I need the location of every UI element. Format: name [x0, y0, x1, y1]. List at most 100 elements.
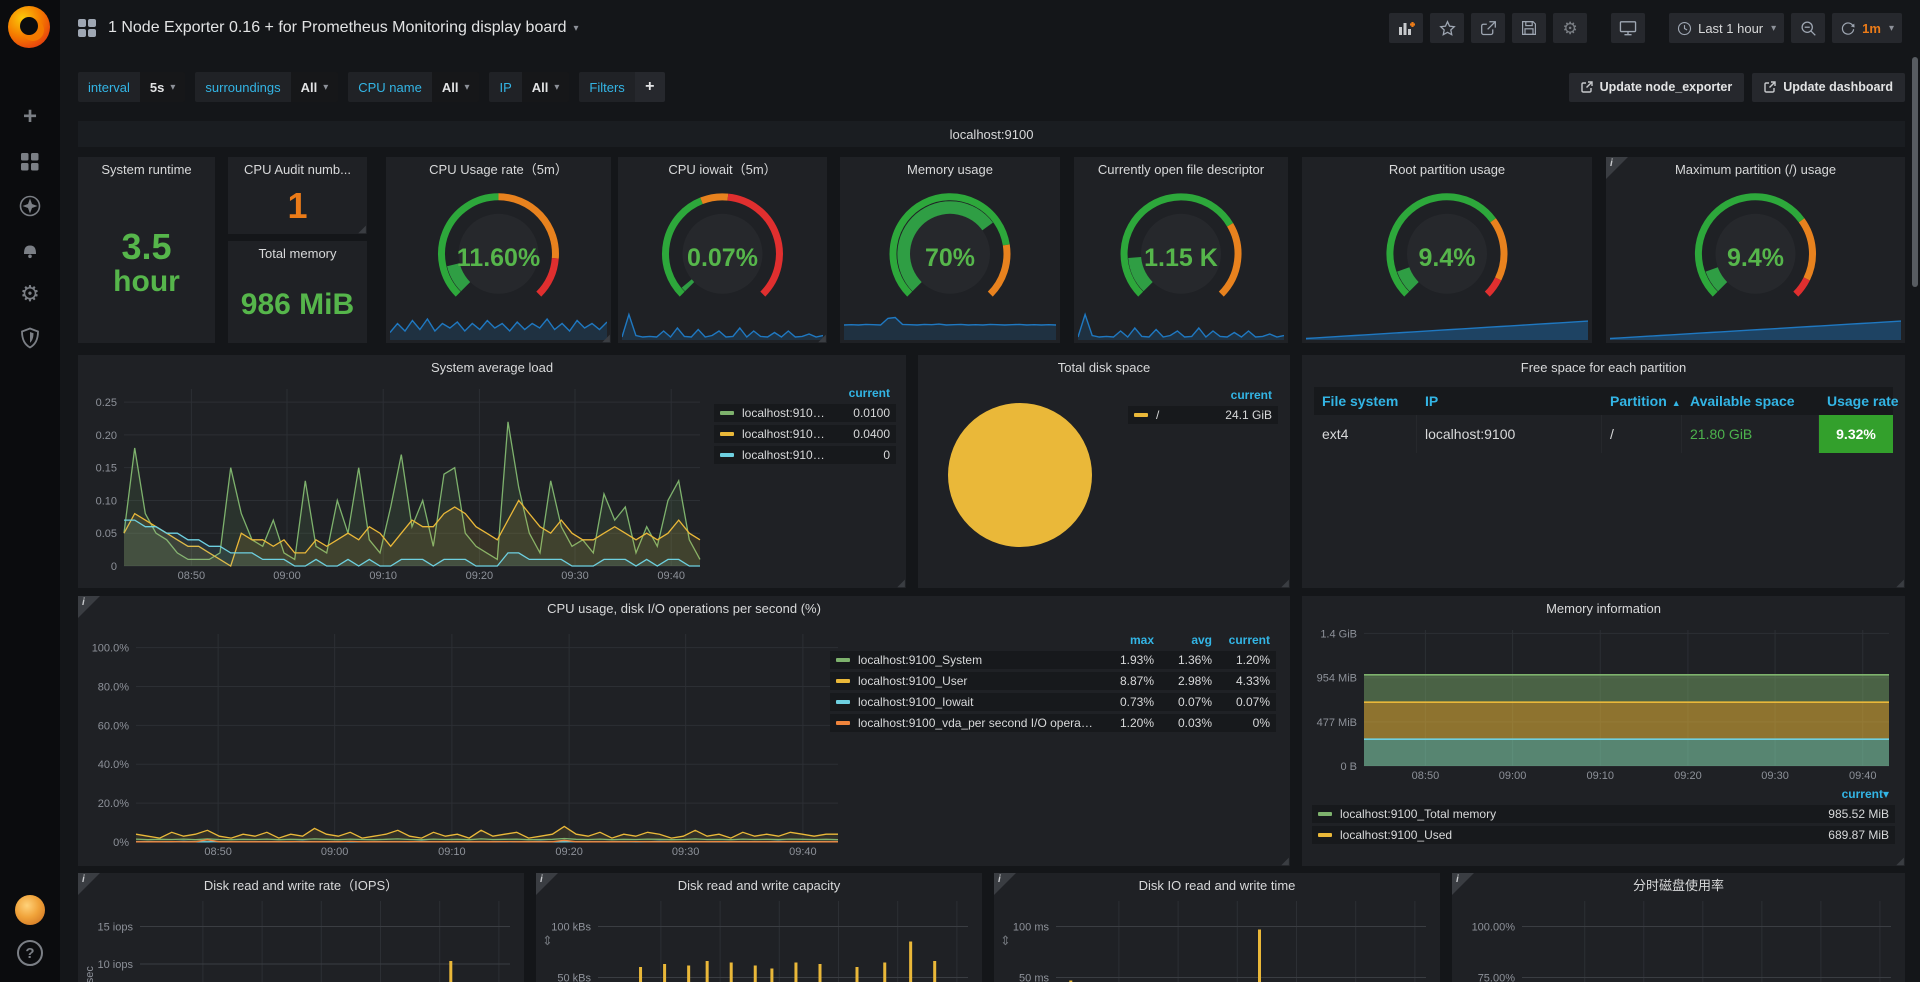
panel-title[interactable]: 分时磁盘使用率 [1452, 873, 1905, 899]
adhoc-filters: Filters + [579, 72, 664, 102]
panel-title[interactable]: Memory information [1302, 596, 1905, 622]
panel-total-disk-space: Total disk space current/24.1 GiB ◢ [918, 355, 1290, 588]
panel-disk-iops: i Disk read and write rate（IOPS） 15 iops… [78, 873, 524, 982]
legend-label[interactable]: localhost:9100_Used [1340, 828, 1799, 842]
panel-info-icon[interactable]: i [78, 873, 100, 895]
panel-title[interactable]: CPU iowait（5m） [618, 157, 827, 183]
resize-handle[interactable]: ◢ [1281, 579, 1289, 589]
filter-interval: interval5s▾ [78, 72, 185, 102]
chevron-down-icon[interactable]: ▾ [573, 23, 578, 34]
panel-title[interactable]: Disk read and write rate（IOPS） [78, 873, 524, 899]
update-dashboard-link[interactable]: Update dashboard [1752, 73, 1905, 102]
legend-label[interactable]: localhost:9100_15m [742, 448, 830, 462]
dashboard-row-header[interactable]: localhost:9100 [78, 121, 1905, 147]
resize-handle[interactable]: ◢ [818, 334, 826, 344]
resize-handle[interactable]: ◢ [1896, 579, 1904, 589]
panel-title[interactable]: Disk IO read and write time [994, 873, 1440, 899]
filter-value-dropdown[interactable]: 5s▾ [140, 72, 186, 102]
legend-sort-column[interactable]: current [830, 386, 890, 400]
panel-title[interactable]: Total memory [228, 241, 367, 267]
legend-label[interactable]: localhost:9100_vda_per second I/O operat… [858, 716, 1096, 730]
legend-label[interactable]: localhost:9100_1m [742, 406, 830, 420]
panel-title[interactable]: Total disk space [918, 355, 1290, 381]
panel-info-icon[interactable]: i [994, 873, 1016, 895]
panel-title[interactable]: CPU Usage rate（5m） [386, 157, 611, 183]
resize-handle[interactable]: ◢ [602, 334, 610, 344]
legend-swatch[interactable] [1318, 833, 1332, 837]
panel-title[interactable]: Memory usage [840, 157, 1060, 183]
legend-swatch[interactable] [836, 700, 850, 704]
panel-title[interactable]: Currently open file descriptor [1074, 157, 1288, 183]
table-header-available-space[interactable]: Available space [1682, 387, 1819, 415]
configuration-icon[interactable]: ⚙ [0, 277, 60, 311]
legend-label[interactable]: localhost:9100_System [858, 653, 1096, 667]
legend-sort-column[interactable]: avg [1154, 633, 1212, 647]
resize-handle[interactable]: ◢ [1896, 857, 1904, 867]
avatar[interactable] [15, 895, 45, 925]
legend-swatch[interactable] [836, 679, 850, 683]
panel-title[interactable]: Maximum partition (/) usage [1606, 157, 1905, 183]
legend-swatch[interactable] [720, 432, 734, 436]
svg-text:09:10: 09:10 [1586, 770, 1614, 782]
resize-handle[interactable]: ◢ [897, 579, 905, 589]
panel-title[interactable]: Disk read and write capacity [536, 873, 982, 899]
filter-value-dropdown[interactable]: All▾ [432, 72, 480, 102]
server-admin-icon[interactable] [0, 321, 60, 355]
star-button[interactable] [1430, 13, 1464, 43]
bell-icon [20, 240, 40, 260]
legend-swatch[interactable] [836, 721, 850, 725]
legend-swatch[interactable] [720, 411, 734, 415]
panel-info-icon[interactable]: i [1606, 157, 1628, 179]
legend-label[interactable]: localhost:9100_5m [742, 427, 830, 441]
table-header-usage-rate[interactable]: Usage rate [1819, 387, 1907, 415]
legend-sort-column[interactable]: current [1212, 633, 1270, 647]
time-range-picker[interactable]: Last 1 hour ▾ [1669, 13, 1784, 43]
table-header-file-system[interactable]: File system [1314, 387, 1417, 415]
legend-label[interactable]: localhost:9100_User [858, 674, 1096, 688]
filter-value-dropdown[interactable]: All▾ [522, 72, 570, 102]
legend-sort-column[interactable]: max [1096, 633, 1154, 647]
dashboard-title[interactable]: 1 Node Exporter 0.16 + for Prometheus Mo… [108, 19, 566, 37]
resize-handle[interactable]: ◢ [1281, 857, 1289, 867]
legend-label[interactable]: / [1156, 408, 1202, 422]
panel-title[interactable]: Free space for each partition [1302, 355, 1905, 381]
table-header-partition[interactable]: Partition▲ [1602, 387, 1682, 415]
save-button[interactable] [1512, 13, 1546, 43]
add-filter-button[interactable]: + [635, 72, 665, 102]
legend-swatch[interactable] [836, 658, 850, 662]
settings-button[interactable]: ⚙ [1553, 13, 1587, 43]
grafana-logo[interactable] [8, 6, 50, 48]
add-panel-button[interactable] [1389, 13, 1423, 43]
resize-handle[interactable]: ◢ [358, 225, 366, 235]
update-node-exporter-link[interactable]: Update node_exporter [1569, 73, 1745, 102]
zoom-out-button[interactable] [1791, 13, 1825, 43]
scrollbar[interactable] [1912, 57, 1918, 287]
legend-swatch[interactable] [720, 453, 734, 457]
dashboards-icon[interactable] [0, 145, 60, 179]
legend-sort-column[interactable]: current [1202, 388, 1272, 402]
legend-label[interactable]: localhost:9100_Iowait [858, 695, 1096, 709]
panel-title[interactable]: Root partition usage [1302, 157, 1592, 183]
table-header-ip[interactable]: IP [1417, 387, 1602, 415]
top-navbar: 1 Node Exporter 0.16 + for Prometheus Mo… [60, 0, 1920, 56]
share-button[interactable] [1471, 13, 1505, 43]
panel-info-icon[interactable]: i [536, 873, 558, 895]
explore-icon[interactable] [0, 189, 60, 223]
legend-sort-column[interactable]: current▾ [1799, 787, 1889, 801]
panel-info-icon[interactable]: i [1452, 873, 1474, 895]
legend-swatch[interactable] [1134, 413, 1148, 417]
panel-info-icon[interactable]: i [78, 596, 100, 618]
panel-title[interactable]: System average load [78, 355, 906, 381]
refresh-picker[interactable]: 1m ▾ [1832, 13, 1902, 43]
tv-mode-button[interactable] [1611, 13, 1645, 43]
legend-swatch[interactable] [1318, 812, 1332, 816]
panel-title[interactable]: CPU usage, disk I/O operations per secon… [78, 596, 1290, 622]
legend-label[interactable]: localhost:9100_Total memory [1340, 807, 1799, 821]
filter-value-dropdown[interactable]: All▾ [291, 72, 339, 102]
alerting-icon[interactable] [0, 233, 60, 267]
singlestat-value: 1 [228, 177, 367, 234]
svg-text:09:30: 09:30 [1761, 770, 1789, 782]
panel-title[interactable]: System runtime [78, 157, 215, 183]
create-icon[interactable]: + [0, 100, 60, 134]
help-icon[interactable]: ? [17, 940, 43, 966]
